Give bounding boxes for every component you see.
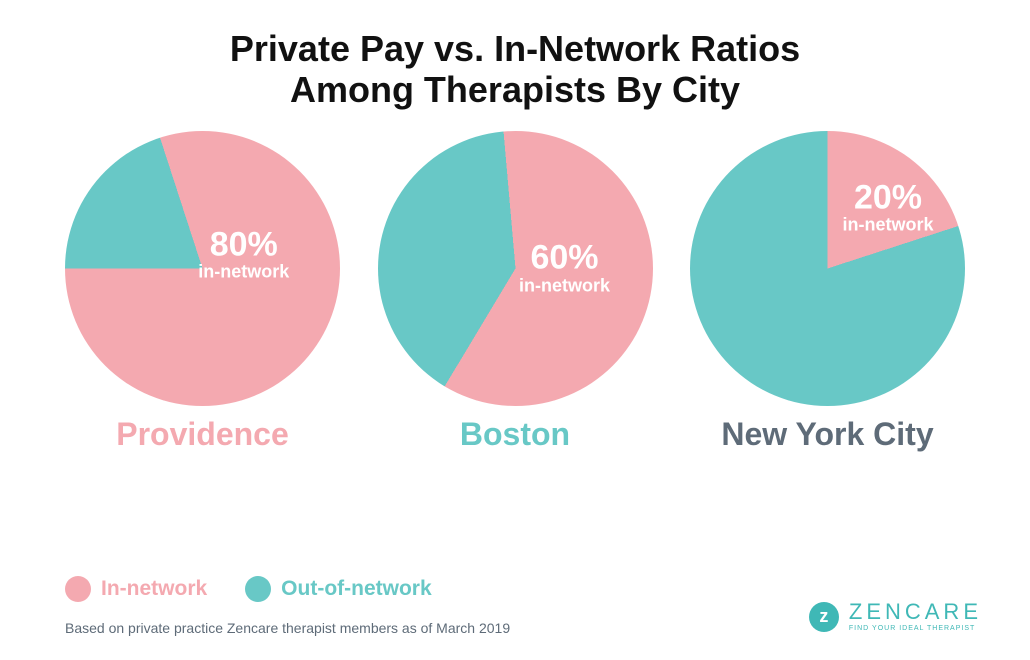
- logo-name: ZENCARE: [849, 601, 982, 623]
- pie-0: 80%in-network: [65, 131, 340, 406]
- logo-badge-icon: z: [809, 602, 839, 632]
- legend-item-1: Out-of-network: [245, 576, 431, 602]
- pie-label-0: 80%in-network: [198, 227, 289, 282]
- pie-pct-1: 60%: [519, 241, 610, 277]
- legend-label-1: Out-of-network: [281, 577, 431, 601]
- legend-swatch-0: [65, 576, 91, 602]
- charts-row: 80%in-networkProvidence60%in-networkBost…: [0, 111, 1030, 453]
- title-line-2: Among Therapists By City: [0, 69, 1030, 110]
- infographic-container: Private Pay vs. In-Network Ratios Among …: [0, 0, 1030, 660]
- chart-title: Private Pay vs. In-Network Ratios Among …: [0, 0, 1030, 111]
- legend: In-network Out-of-network: [65, 576, 432, 602]
- legend-label-0: In-network: [101, 577, 207, 601]
- title-line-1: Private Pay vs. In-Network Ratios: [0, 28, 1030, 69]
- chart-providence: 80%in-network Providence: [65, 131, 340, 453]
- pie-sub-2: in-network: [842, 216, 933, 235]
- pie-1: 60%in-network: [378, 131, 653, 406]
- logo-text: ZENCARE FIND YOUR IDEAL THERAPIST: [849, 601, 982, 632]
- pie-sub-0: in-network: [198, 263, 289, 282]
- legend-swatch-1: [245, 576, 271, 602]
- chart-new-york-city: 20%in-network New York City: [690, 131, 965, 453]
- pie-sub-1: in-network: [519, 277, 610, 296]
- pie-pct-2: 20%: [842, 180, 933, 216]
- legend-item-0: In-network: [65, 576, 207, 602]
- city-label-2: New York City: [721, 416, 933, 453]
- pie-pct-0: 80%: [198, 227, 289, 263]
- brand-logo: z ZENCARE FIND YOUR IDEAL THERAPIST: [809, 601, 982, 632]
- pie-label-2: 20%in-network: [842, 180, 933, 235]
- logo-tagline: FIND YOUR IDEAL THERAPIST: [849, 625, 982, 632]
- city-label-0: Providence: [116, 416, 289, 453]
- pie-label-1: 60%in-network: [519, 241, 610, 296]
- footnote: Based on private practice Zencare therap…: [65, 620, 510, 636]
- pie-2: 20%in-network: [690, 131, 965, 406]
- city-label-1: Boston: [460, 416, 570, 453]
- chart-boston: 60%in-network Boston: [378, 131, 653, 453]
